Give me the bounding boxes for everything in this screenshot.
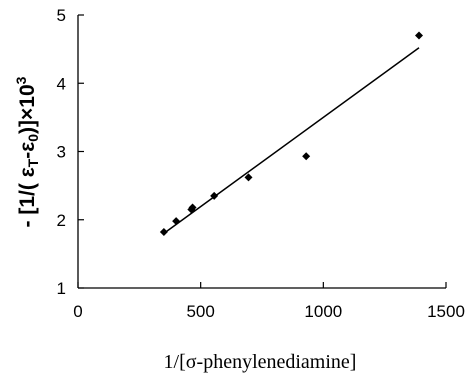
data-point xyxy=(210,191,219,200)
ticks: 1 2 3 4 5 0 500 1000 1500 xyxy=(57,6,465,321)
marks xyxy=(159,31,424,237)
data-point xyxy=(302,152,311,161)
x-tick-label: 500 xyxy=(186,302,214,321)
data-point xyxy=(172,217,181,226)
x-tick-label: 1000 xyxy=(304,302,342,321)
axes xyxy=(77,15,446,289)
y-label-mid: -ε xyxy=(16,142,39,159)
x-tick-label: 0 xyxy=(73,302,82,321)
data-point xyxy=(159,228,168,237)
y-label-suffix: )]×10 xyxy=(16,84,39,134)
y-label-sub-t: T xyxy=(25,158,41,167)
y-axis-label: - [1/( εT-ε0)]×103 xyxy=(13,76,41,227)
x-axis-label: 1/[σ-phenylenediamine] xyxy=(164,351,357,373)
y-tick-label: 4 xyxy=(57,74,66,93)
data-point xyxy=(415,31,424,40)
y-tick-label: 2 xyxy=(57,211,66,230)
y-tick-label: 5 xyxy=(57,6,66,25)
x-tick-label: 1500 xyxy=(427,302,465,321)
data-point xyxy=(244,173,253,182)
y-label-exponent: 3 xyxy=(13,76,29,84)
y-tick-label: 1 xyxy=(57,279,66,298)
y-label-prefix: - [1/( ε xyxy=(16,167,39,227)
y-tick-label: 3 xyxy=(57,143,66,162)
y-label-sub-0: 0 xyxy=(25,134,41,142)
data-point xyxy=(188,203,197,212)
fit-line xyxy=(163,47,420,235)
